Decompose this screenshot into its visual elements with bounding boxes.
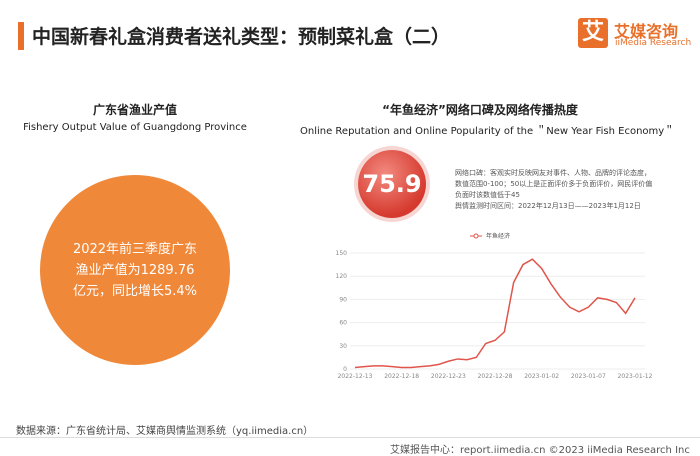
x-tick-label: 2023-01-12 <box>618 373 653 380</box>
legend-label: 年鱼经济 <box>486 232 510 240</box>
panel-subtitle: Online Reputation and Online Popularity … <box>300 126 675 137</box>
x-tick-label: 2022-12-18 <box>384 373 419 380</box>
x-tick-label: 2022-12-23 <box>431 373 466 380</box>
x-tick-label: 2022-12-28 <box>478 373 513 380</box>
monitor-period: 舆情监测时间区间：2022年12月13日——2023年1月12日 <box>455 202 641 210</box>
accent-bar <box>18 22 24 50</box>
page-title: 中国新春礼盒消费者送礼类型：预制菜礼盒（二） <box>32 26 451 48</box>
logo-text: 艾媒咨询 <box>614 22 679 41</box>
y-tick-label: 90 <box>339 296 347 303</box>
panel-subtitle: Fishery Output Value of Guangdong Provin… <box>23 122 247 133</box>
score-description: 网络口碑：客观实时反映网友对事件、人物、品牌的评论态度，数值范围0-100；50… <box>455 169 653 199</box>
panel-title: 广东省渔业产值 <box>92 103 177 117</box>
y-tick-label: 30 <box>339 343 347 350</box>
footer-credit: 艾媒报告中心：report.iimedia.cn ©2023 iiMedia R… <box>390 445 690 456</box>
y-tick-label: 0 <box>343 366 347 373</box>
panel-title: “年鱼经济”网络口碑及网络传播热度 <box>382 103 578 117</box>
legend-marker <box>473 233 479 239</box>
score-badge: 75.9 <box>358 150 426 218</box>
source: 数据来源：广东省统计局、艾媒商舆情监测系统（yq.iimedia.cn） <box>16 426 314 437</box>
chart: 0 30 60 90 120 150 2022-12-13 2022-12-18 2022-12… <box>336 232 653 380</box>
logo-mark: 艾 <box>578 18 608 48</box>
logo-text-en: iiMedia Research <box>615 38 692 48</box>
y-tick-label: 120 <box>336 273 348 280</box>
x-tick-label: 2023-01-02 <box>524 373 559 380</box>
x-tick-label: 2023-01-07 <box>571 373 606 380</box>
y-tick-label: 60 <box>339 320 347 327</box>
divider <box>0 437 700 438</box>
series-line <box>354 258 636 369</box>
highlight-circle: 2022年前三季度广东渔业产值为1289.76亿元，同比增长5.4% <box>40 175 230 365</box>
highlight-text: 2022年前三季度广东渔业产值为1289.76亿元，同比增长5.4% <box>72 241 198 299</box>
y-tick-label: 150 <box>336 250 348 257</box>
x-tick-label: 2022-12-13 <box>338 373 373 380</box>
